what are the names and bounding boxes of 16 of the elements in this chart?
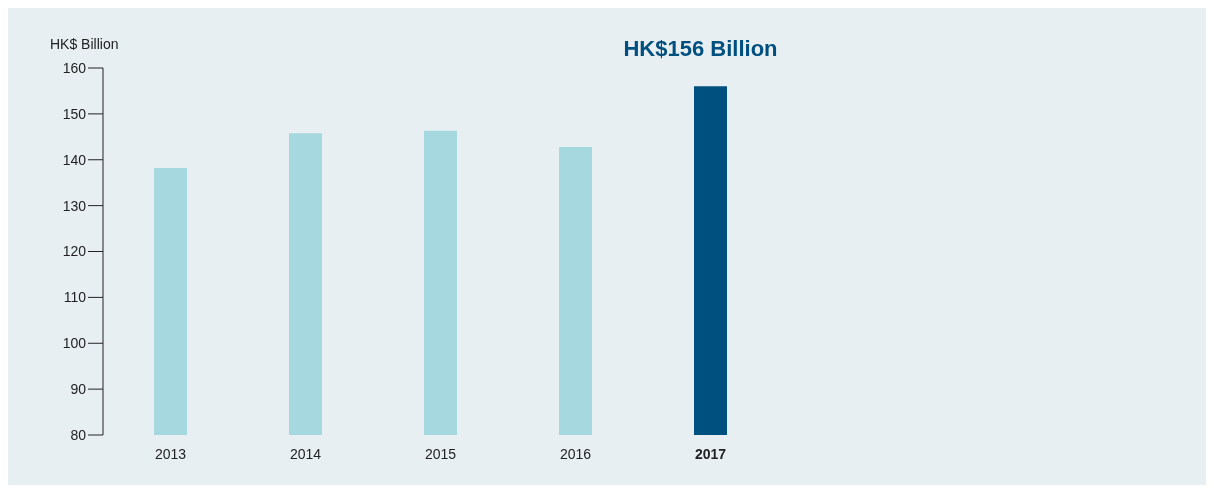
y-tick-label: 140 bbox=[62, 151, 87, 168]
x-tick-label: 2015 bbox=[424, 446, 457, 462]
y-tick-label: 110 bbox=[63, 289, 87, 306]
y-tick-label: 120 bbox=[62, 243, 87, 260]
x-tick-label: 2014 bbox=[289, 446, 322, 462]
y-tick-label: 160 bbox=[62, 59, 87, 76]
x-tick-label: 2016 bbox=[559, 446, 592, 462]
y-tick-label: 90 bbox=[70, 381, 87, 398]
x-tick-label: 2013 bbox=[154, 446, 187, 462]
y-tick-label: 80 bbox=[70, 426, 87, 443]
y-tick-label: 100 bbox=[62, 335, 87, 352]
y-tick-label: 150 bbox=[62, 105, 87, 122]
y-tick-label: 130 bbox=[62, 197, 87, 214]
y-axis-title: HK$ Billion bbox=[50, 36, 119, 52]
x-tick-label: 2017 bbox=[694, 446, 727, 462]
annotation: HK$156 Billion bbox=[623, 36, 778, 62]
